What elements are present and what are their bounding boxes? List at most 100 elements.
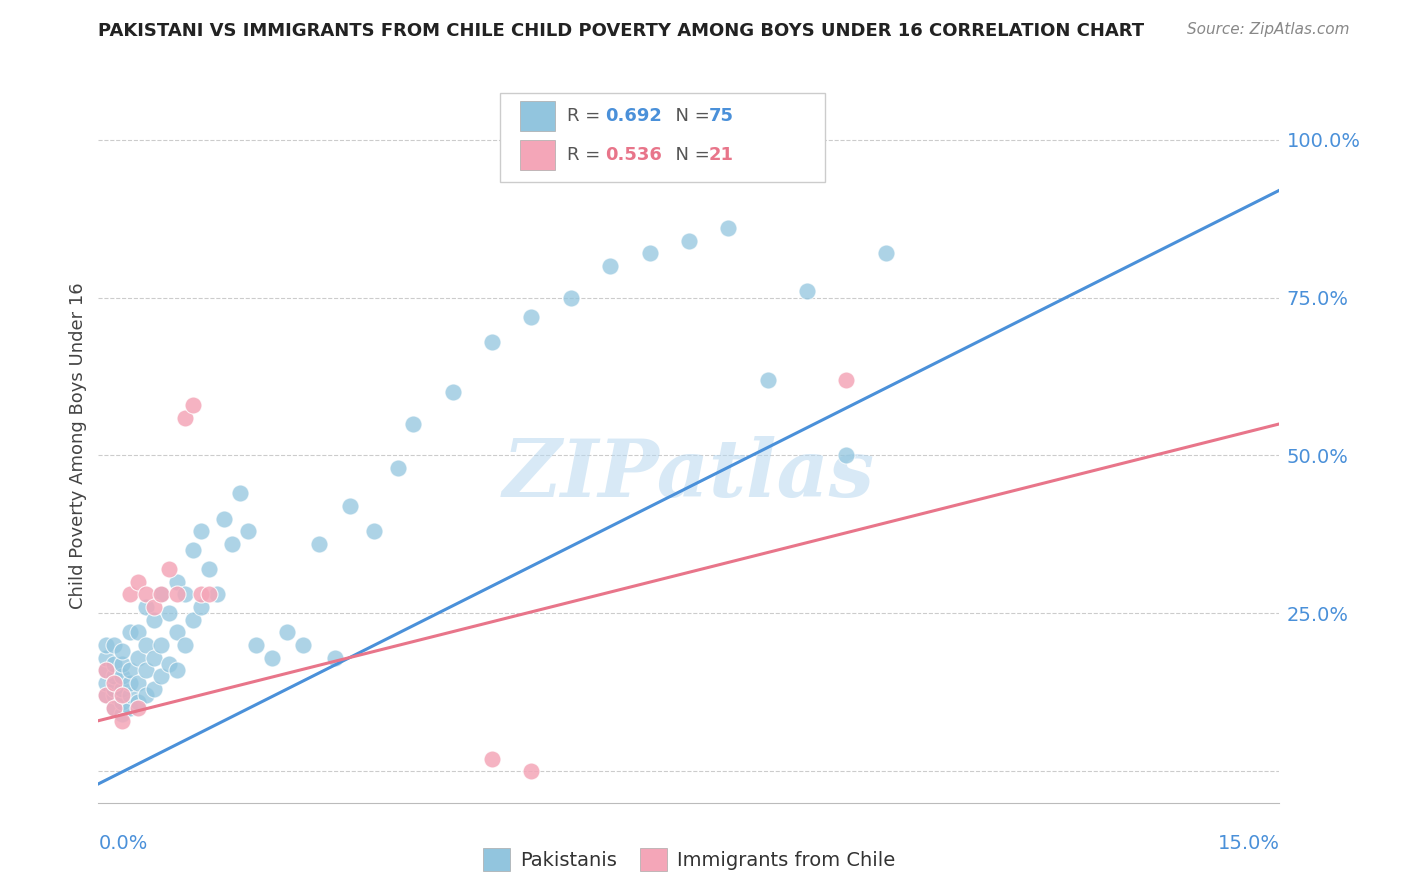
- Point: [127, 675, 149, 690]
- Text: 15.0%: 15.0%: [1218, 834, 1279, 853]
- Text: PAKISTANI VS IMMIGRANTS FROM CHILE CHILD POVERTY AMONG BOYS UNDER 16 CORRELATION: PAKISTANI VS IMMIGRANTS FROM CHILE CHILD…: [98, 22, 1144, 40]
- Point: [796, 285, 818, 299]
- Point: [96, 675, 118, 690]
- Point: [174, 410, 197, 425]
- Point: [135, 663, 157, 677]
- Point: [441, 385, 464, 400]
- Point: [214, 511, 236, 525]
- Point: [96, 638, 118, 652]
- Point: [103, 638, 125, 652]
- Point: [103, 675, 125, 690]
- Point: [103, 657, 125, 671]
- Point: [245, 638, 267, 652]
- Point: [118, 701, 141, 715]
- Point: [111, 669, 134, 683]
- Point: [181, 543, 204, 558]
- Point: [127, 695, 149, 709]
- Point: [118, 625, 141, 640]
- Text: R =: R =: [567, 107, 606, 125]
- Text: 0.0%: 0.0%: [98, 834, 148, 853]
- Point: [111, 695, 134, 709]
- Point: [135, 600, 157, 615]
- Point: [103, 701, 125, 715]
- Point: [142, 613, 165, 627]
- Point: [118, 663, 141, 677]
- Point: [118, 689, 141, 703]
- FancyBboxPatch shape: [520, 140, 555, 170]
- Text: N =: N =: [664, 107, 716, 125]
- Point: [96, 663, 118, 677]
- Point: [190, 600, 212, 615]
- Point: [96, 663, 118, 677]
- Point: [111, 644, 134, 658]
- Point: [205, 587, 228, 601]
- Point: [127, 625, 149, 640]
- Point: [339, 499, 361, 513]
- Point: [323, 650, 346, 665]
- Point: [363, 524, 385, 539]
- Point: [599, 259, 621, 273]
- Text: R =: R =: [567, 146, 606, 164]
- Point: [181, 398, 204, 412]
- Text: 0.536: 0.536: [605, 146, 662, 164]
- Point: [717, 221, 740, 235]
- Point: [118, 675, 141, 690]
- Point: [166, 625, 188, 640]
- Point: [190, 524, 212, 539]
- Point: [166, 574, 188, 589]
- Point: [387, 461, 409, 475]
- Point: [150, 638, 173, 652]
- Legend: Pakistanis, Immigrants from Chile: Pakistanis, Immigrants from Chile: [475, 840, 903, 879]
- Point: [127, 650, 149, 665]
- Text: ZIPatlas: ZIPatlas: [503, 436, 875, 513]
- Point: [150, 587, 173, 601]
- Point: [174, 587, 197, 601]
- Point: [157, 607, 180, 621]
- Point: [103, 682, 125, 697]
- Point: [111, 707, 134, 722]
- Point: [308, 537, 330, 551]
- FancyBboxPatch shape: [520, 101, 555, 131]
- Point: [174, 638, 197, 652]
- Point: [127, 701, 149, 715]
- Point: [292, 638, 315, 652]
- Point: [157, 562, 180, 576]
- Point: [135, 689, 157, 703]
- Point: [150, 587, 173, 601]
- Point: [157, 657, 180, 671]
- Point: [276, 625, 298, 640]
- Point: [96, 689, 118, 703]
- Point: [118, 587, 141, 601]
- Point: [756, 373, 779, 387]
- Point: [481, 751, 503, 765]
- Text: 75: 75: [709, 107, 734, 125]
- Point: [875, 246, 897, 260]
- Point: [142, 650, 165, 665]
- Point: [103, 669, 125, 683]
- Point: [166, 663, 188, 677]
- Point: [142, 682, 165, 697]
- Point: [520, 764, 543, 779]
- Point: [181, 613, 204, 627]
- Point: [229, 486, 252, 500]
- Point: [111, 689, 134, 703]
- Text: N =: N =: [664, 146, 716, 164]
- Point: [260, 650, 283, 665]
- Point: [221, 537, 243, 551]
- Point: [236, 524, 259, 539]
- Point: [150, 669, 173, 683]
- Point: [127, 574, 149, 589]
- Point: [111, 682, 134, 697]
- Point: [197, 587, 219, 601]
- Point: [111, 714, 134, 728]
- Point: [135, 638, 157, 652]
- Point: [520, 310, 543, 324]
- Y-axis label: Child Poverty Among Boys Under 16: Child Poverty Among Boys Under 16: [69, 283, 87, 609]
- Point: [96, 650, 118, 665]
- Point: [190, 587, 212, 601]
- Text: 0.692: 0.692: [605, 107, 662, 125]
- Point: [835, 449, 858, 463]
- Point: [103, 701, 125, 715]
- Point: [197, 562, 219, 576]
- Point: [142, 600, 165, 615]
